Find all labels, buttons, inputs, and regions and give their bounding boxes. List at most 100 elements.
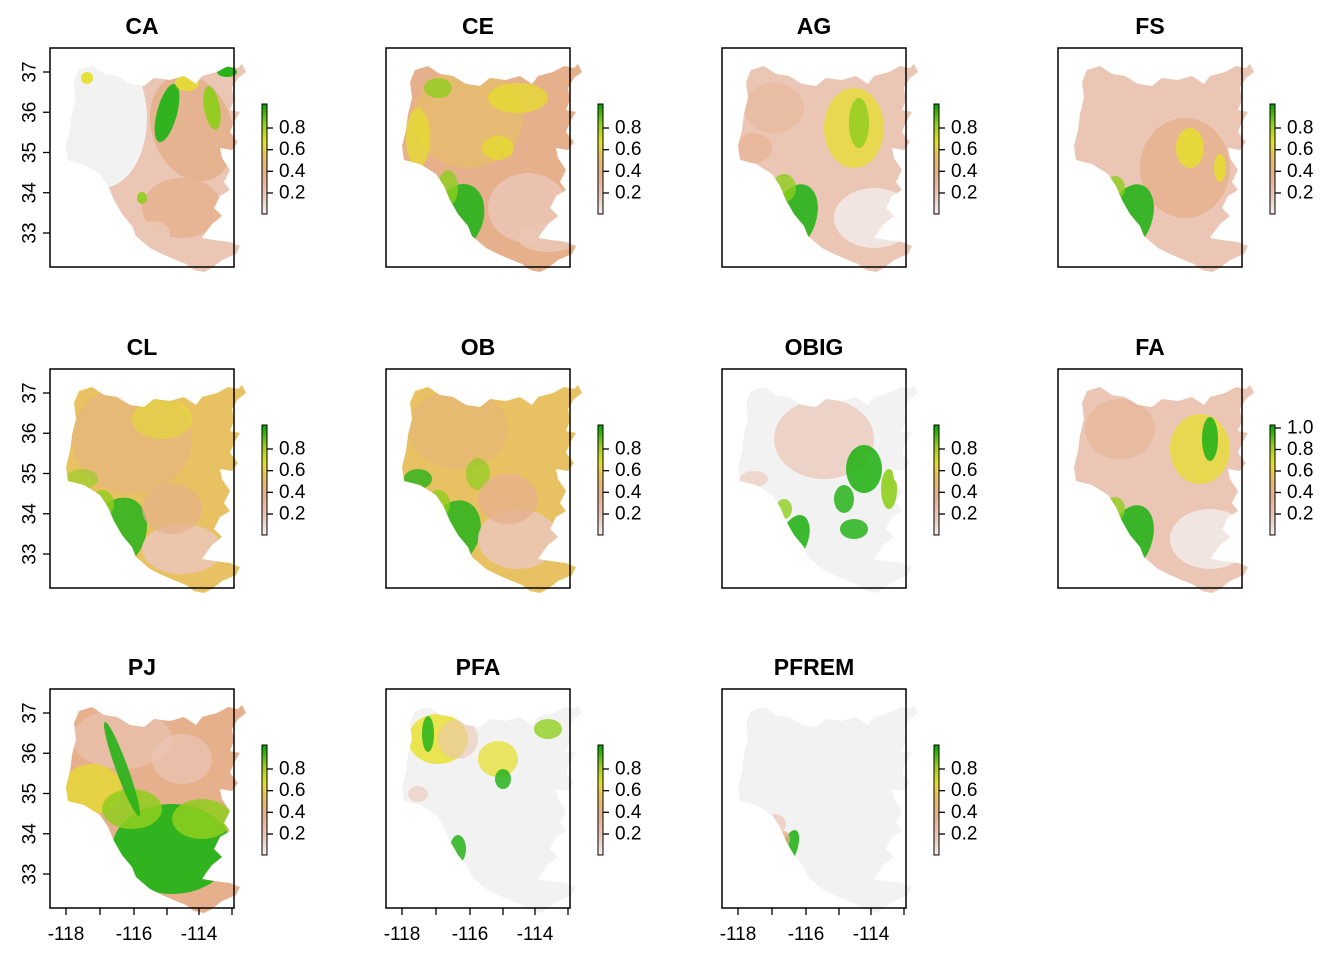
legend-tick-label: 0.8 <box>951 759 977 780</box>
map-value-patch <box>1170 509 1250 569</box>
map-value-patch <box>488 83 548 113</box>
legend-tick-label: 0.4 <box>279 161 306 182</box>
y-tick-label: 35 <box>20 783 41 804</box>
map-value-patch <box>137 192 147 204</box>
panel-frame <box>49 47 235 268</box>
map-value-patch <box>66 64 147 188</box>
map-raster <box>402 385 582 593</box>
map-value-patch <box>466 458 490 490</box>
panel-title: FA <box>1135 334 1164 360</box>
legend-tick-label: 0.6 <box>1287 139 1313 160</box>
panel-title: PFREM <box>774 654 855 680</box>
map-value-patch <box>518 224 578 252</box>
legend-tick-label: 0.8 <box>615 118 641 139</box>
legend-colorbar: 0.20.40.60.8 <box>261 744 306 856</box>
map-value-patch <box>175 75 199 91</box>
map-value-patch <box>1105 176 1125 200</box>
panel-title: OB <box>461 334 496 360</box>
map-base-fill <box>738 705 918 913</box>
y-tick-label: 34 <box>20 823 41 845</box>
legend-gradient <box>597 744 604 856</box>
legend-gradient <box>933 744 940 856</box>
legend-tick-label: 0.2 <box>279 824 305 845</box>
legend-colorbar: 0.20.40.60.8 <box>1269 103 1314 215</box>
panel-title: OBIG <box>785 334 844 360</box>
map-value-patch <box>438 170 458 206</box>
map-raster <box>1074 385 1254 593</box>
map-value-patch <box>834 188 914 248</box>
map-value-patch <box>406 108 430 168</box>
legend-gradient <box>933 424 940 536</box>
legend-gradient <box>597 424 604 536</box>
map-value-patch <box>744 83 804 133</box>
map-value-patch <box>426 490 450 518</box>
legend-colorbar: 0.20.40.60.8 <box>261 103 306 215</box>
map-raster <box>66 705 246 913</box>
map-raster <box>66 64 246 272</box>
map-value-patch <box>422 716 434 752</box>
map-value-patch <box>776 499 792 519</box>
panel-pfa: PFA -118 -116 -114 0.20.40.60.8 <box>384 654 642 945</box>
legend-tick-label: 0.2 <box>1287 183 1313 204</box>
legend-tick-label: 0.6 <box>1287 461 1313 482</box>
map-raster <box>738 705 918 913</box>
legend-colorbar: 0.20.40.60.8 <box>261 424 306 536</box>
panel-frame <box>1057 47 1243 268</box>
legend-tick-label: 0.4 <box>951 802 978 823</box>
legend-tick-label: 0.8 <box>951 439 977 460</box>
legend-tick-label: 0.4 <box>1287 161 1314 182</box>
map-value-patch <box>203 86 221 130</box>
map-value-patch <box>450 835 466 863</box>
legend-gradient <box>597 103 604 215</box>
x-tick-label: -114 <box>517 924 554 945</box>
legend-colorbar: 0.20.40.60.8 <box>597 103 642 215</box>
map-value-patch <box>134 221 170 245</box>
legend-tick-label: 0.4 <box>951 161 978 182</box>
legend-tick-label: 0.8 <box>615 439 641 460</box>
legend-colorbar: 0.20.40.60.8 <box>933 424 978 536</box>
map-value-patch <box>1085 399 1155 459</box>
panel-ca: CA 33 34 35 36 37 0.20.40.60.8 <box>20 13 306 272</box>
panel-frame <box>385 47 571 268</box>
map-raster <box>738 64 918 272</box>
legend-tick-label: 0.4 <box>279 482 306 503</box>
y-tick-label: 34 <box>20 182 41 204</box>
legend-tick-label: 0.8 <box>1287 439 1313 460</box>
legend-tick-label: 0.6 <box>615 139 641 160</box>
legend-tick-label: 0.2 <box>279 504 305 525</box>
map-value-patch <box>482 136 514 160</box>
map-value-patch <box>142 524 222 574</box>
panel-obig: OBIG 0.20.40.60.8 <box>721 334 978 593</box>
legend-tick-label: 0.6 <box>279 460 305 481</box>
legend-gradient <box>261 744 268 856</box>
legend-tick-label: 0.4 <box>1287 482 1314 503</box>
x-tick-label: -114 <box>853 924 890 945</box>
panels-grid: CA33343536370.20.40.60.8CE0.20.40.60.8AG… <box>20 13 1314 945</box>
legend-tick-label: 0.6 <box>615 460 641 481</box>
legend-gradient <box>1269 103 1276 215</box>
panel-pfrem: PFREM -118 -116 -114 0.20.40.60.8 <box>720 654 978 945</box>
x-tick-label: -116 <box>788 924 825 945</box>
map-value-patch <box>217 67 237 77</box>
panel-ag: AG 0.20.40.60.8 <box>721 13 978 272</box>
map-value-patch <box>154 83 180 143</box>
map-value-patch <box>849 98 869 148</box>
legend-tick-label: 0.2 <box>615 504 641 525</box>
panel-title: CE <box>462 13 494 39</box>
map-value-patch <box>738 133 772 163</box>
legend-tick-label: 0.8 <box>279 118 305 139</box>
map-raster <box>402 705 582 913</box>
legend-gradient <box>1269 424 1276 536</box>
x-tick-label: -116 <box>116 924 153 945</box>
y-tick-label: 37 <box>20 382 41 403</box>
map-raster <box>738 385 918 593</box>
map-value-patch <box>90 490 114 518</box>
map-value-patch <box>495 769 511 789</box>
legend-tick-label: 0.6 <box>951 139 977 160</box>
legend-tick-label: 0.6 <box>951 780 977 801</box>
legend-tick-label: 0.2 <box>951 183 977 204</box>
map-value-patch <box>1176 128 1204 168</box>
legend-tick-label: 0.6 <box>279 780 305 801</box>
legend-colorbar: 0.20.40.60.8 <box>933 103 978 215</box>
